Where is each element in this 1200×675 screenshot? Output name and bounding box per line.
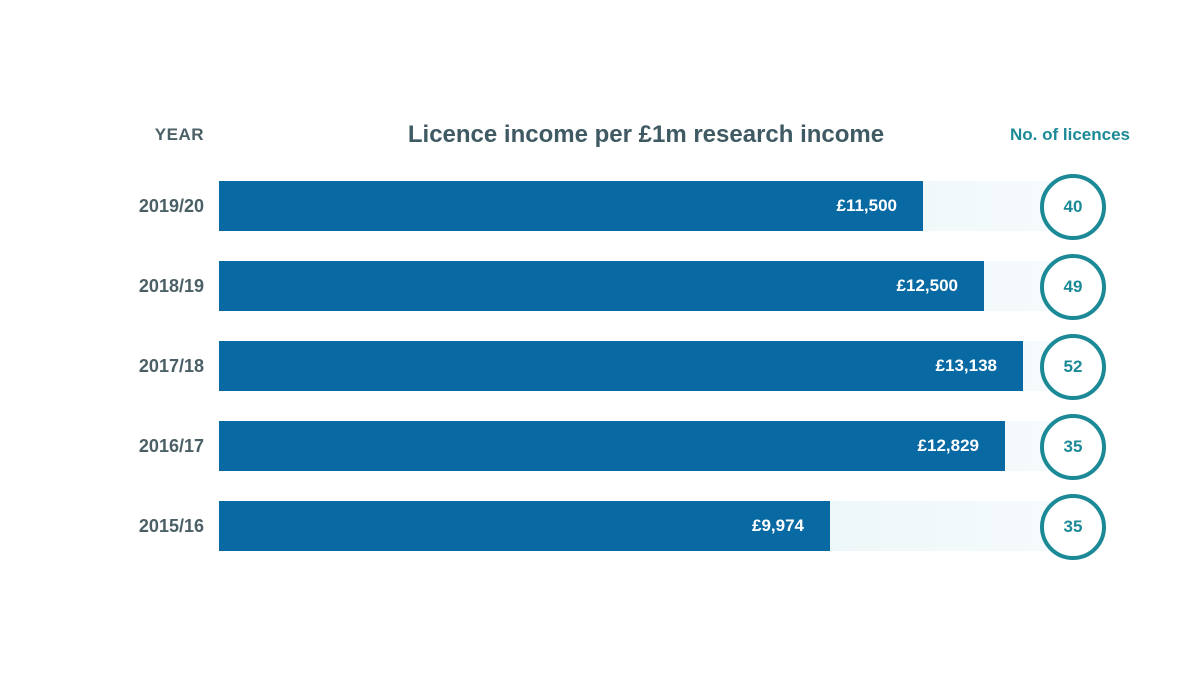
- year-label: 2019/20: [138, 196, 204, 216]
- licence-count-circle: 40: [1040, 174, 1106, 240]
- bar-value-label: £12,500: [896, 276, 958, 295]
- bar-value-label: £13,138: [935, 356, 997, 375]
- income-bar: £11,500: [219, 181, 923, 231]
- bar-track: £11,500: [219, 181, 1064, 231]
- income-bar: £13,138: [219, 341, 1023, 391]
- licences-column-header: No. of licences: [1010, 125, 1130, 144]
- bar-track: £9,974: [219, 501, 1064, 551]
- bar-row: 2015/16 £9,974 35: [0, 494, 1200, 560]
- year-label: 2015/16: [138, 516, 204, 536]
- bar-row: 2016/17 £12,829 35: [0, 414, 1200, 480]
- bar-track: £13,138: [219, 341, 1064, 391]
- income-bar: £12,829: [219, 421, 1005, 471]
- bar-row: 2019/20 £11,500 40: [0, 174, 1200, 240]
- year-label: 2018/19: [138, 276, 204, 296]
- licence-count-circle: 35: [1040, 494, 1106, 560]
- bar-row: 2018/19 £12,500 49: [0, 254, 1200, 320]
- licence-count-circle: 52: [1040, 334, 1106, 400]
- bar-track: £12,829: [219, 421, 1064, 471]
- licence-count-circle: 35: [1040, 414, 1106, 480]
- year-label: 2016/17: [138, 436, 204, 456]
- income-bar: £12,500: [219, 261, 984, 311]
- bar-value-label: £11,500: [836, 196, 897, 215]
- bar-row: 2017/18 £13,138 52: [0, 334, 1200, 400]
- bar-value-label: £9,974: [752, 516, 804, 535]
- licence-count-circle: 49: [1040, 254, 1106, 320]
- year-column-header: YEAR: [154, 125, 204, 144]
- income-bar: £9,974: [219, 501, 830, 551]
- year-label: 2017/18: [138, 356, 204, 376]
- bar-value-label: £12,829: [917, 436, 979, 455]
- bar-track: £12,500: [219, 261, 1064, 311]
- chart-title: Licence income per £1m research income: [407, 121, 885, 148]
